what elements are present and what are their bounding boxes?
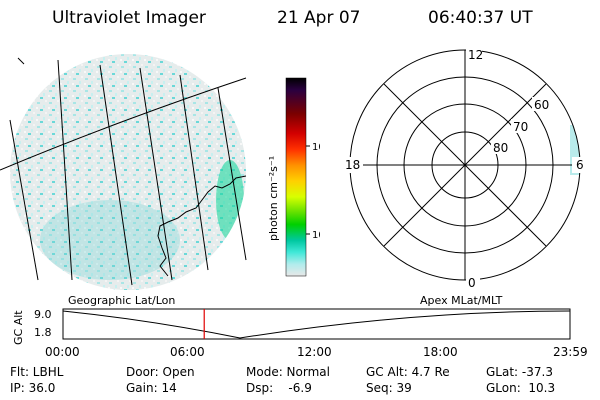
longitude-line bbox=[139, 67, 173, 281]
geographic-image bbox=[0, 54, 247, 290]
timeline-chart: GC Alt 9.0 1.8 bbox=[12, 308, 571, 345]
colorbar: 100 10 photon cm⁻²s⁻¹ bbox=[267, 77, 320, 277]
timeline-x-tick: 23:59 bbox=[553, 345, 588, 359]
mlt-label: 6 bbox=[576, 158, 584, 172]
gc-alt-label: GC Alt: 4.7 Re bbox=[366, 365, 450, 379]
polar-plot: 12 18 6 0 60 70 80 bbox=[343, 47, 586, 290]
longitude-line bbox=[9, 119, 39, 281]
latitude-line bbox=[0, 77, 247, 171]
timeline-y-tick: 9.0 bbox=[34, 308, 52, 321]
timeline-x-tick: 18:00 bbox=[423, 345, 458, 359]
longitude-line bbox=[99, 64, 133, 286]
timeline-x-tick: 12:00 bbox=[297, 345, 332, 359]
ip-label: IP: 36.0 bbox=[10, 381, 56, 395]
mlt-label: 18 bbox=[345, 158, 360, 172]
mlt-label: 0 bbox=[468, 276, 476, 290]
filter-label: Flt: LBHL bbox=[10, 365, 64, 379]
timeline-left-title: Geographic Lat/Lon bbox=[68, 294, 176, 307]
colorbar-unit-label: photon cm⁻²s⁻¹ bbox=[267, 156, 280, 241]
mode-label: Mode: Normal bbox=[246, 365, 330, 379]
timeline-frame bbox=[62, 308, 571, 340]
colorbar-tick: 100 bbox=[312, 142, 320, 153]
door-status: Door: Open bbox=[126, 365, 195, 379]
timeline-y-label: GC Alt bbox=[12, 310, 25, 345]
lat-label: 70 bbox=[513, 120, 528, 134]
dsp-label: Dsp: -6.9 bbox=[246, 381, 312, 395]
timeline-x-tick: 00:00 bbox=[45, 345, 80, 359]
lat-label: 80 bbox=[493, 141, 508, 155]
glon-label: GLon: 10.3 bbox=[486, 381, 556, 395]
timeline-x-tick: 06:00 bbox=[170, 345, 205, 359]
time-label: 06:40:37 UT bbox=[428, 8, 533, 28]
coastline bbox=[157, 175, 247, 277]
mlt-label: 12 bbox=[468, 48, 483, 62]
timeline-y-tick: 1.8 bbox=[34, 326, 52, 339]
longitude-line bbox=[179, 74, 209, 271]
seq-label: Seq: 39 bbox=[366, 381, 412, 395]
altitude-curve bbox=[62, 310, 571, 339]
glat-label: GLat: -37.3 bbox=[486, 365, 553, 379]
colorbar-tick: 10 bbox=[312, 230, 320, 241]
longitude-line bbox=[217, 87, 247, 261]
timeline-right-title: Apex MLat/MLT bbox=[420, 294, 503, 307]
date-label: 21 Apr 07 bbox=[277, 8, 361, 28]
lat-label: 60 bbox=[534, 98, 549, 112]
app-title: Ultraviolet Imager bbox=[52, 8, 206, 28]
longitude-line bbox=[57, 59, 73, 281]
gain-label: Gain: 14 bbox=[126, 381, 177, 395]
